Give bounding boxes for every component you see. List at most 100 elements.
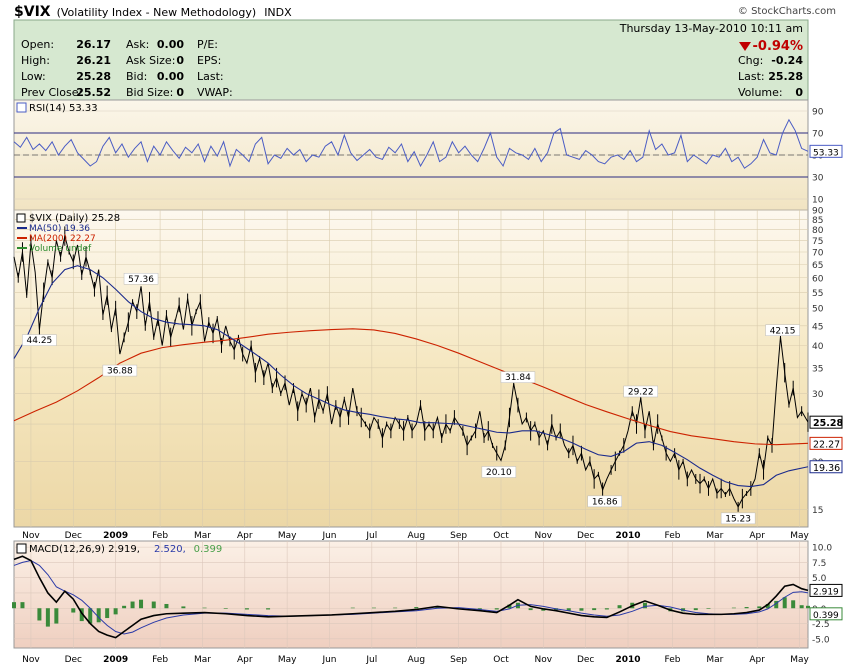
price-annotation: 57.36 [128,275,154,285]
price-annotation: 29.22 [628,387,654,397]
price-value-label: 25.28 [813,418,843,429]
x-tick-label: Feb [665,531,681,541]
x-tick-label: Nov [22,531,40,541]
x-tick-label: Aug [408,655,426,665]
rsi-tick-label: 70 [812,130,824,140]
x-tick-label: Jun [321,531,336,541]
x-tick-label: Apr [237,531,253,541]
x-tick-label: 2009 [103,655,128,665]
quote-label: Last: [197,70,224,83]
macd-histogram-bar [372,608,376,609]
quote-label: Prev Close: [21,86,82,99]
x-tick-label: Sep [450,655,467,665]
quote-label: P/E: [197,38,218,51]
quote-label: Last: [738,70,765,83]
x-tick-label: Feb [152,655,168,665]
price-tick-label: 90 [812,207,824,217]
macd-legend-icon [17,544,26,553]
quote-label: Chg: [738,54,763,67]
macd-histogram-bar [414,607,418,608]
macd-histogram-bar [706,608,710,609]
x-tick-label: May [790,531,809,541]
rsi-tick-label: 10 [812,196,824,206]
price-tick-label: 50 [812,305,824,315]
x-tick-label: Jul [365,655,377,665]
quote-value: -0.24 [771,54,803,67]
quote-label: High: [21,54,50,67]
macd-histogram-bar [757,606,761,608]
quote-label: Ask: [126,38,149,51]
price-legend: MA(50) 19.36 [29,224,90,234]
macd-tick-label: 10.0 [812,544,832,554]
macd-histogram-bar [122,606,126,608]
macd-tick-label: 5.0 [812,574,827,584]
macd-histogram-bar [800,605,804,608]
price-annotation: 20.10 [486,468,512,478]
price-legend: MA(200) 22.27 [29,234,96,244]
quote-value: 25.28 [768,70,803,83]
price-tick-label: 15 [812,506,823,516]
macd-histogram-bar [618,605,622,608]
x-tick-label: Apr [237,655,253,665]
x-tick-label: Dec [577,655,594,665]
x-tick-label: Feb [152,531,168,541]
x-tick-label: May [278,655,297,665]
quote-label: Volume: [738,86,783,99]
macd-histogram-bar [37,608,41,620]
x-tick-label: Feb [665,655,681,665]
price-annotation: 44.25 [27,336,53,346]
quote-value: 0.00 [157,70,184,83]
macd-histogram-bar [114,608,118,614]
macd-histogram-bar [224,608,228,609]
macd-legend: 2.520, [154,544,186,555]
quote-value: 0 [176,54,184,67]
macd-legend: MACD(12,26,9) 2.919, [29,544,140,555]
x-tick-label: Nov [22,655,40,665]
macd-histogram-bar [592,608,596,610]
macd-histogram-bar [351,608,355,609]
macd-histogram-bar [529,608,533,610]
quote-label: Open: [21,38,54,51]
quote-datetime: Thursday 13-May-2010 10:11 am [619,22,803,35]
x-tick-label: May [790,655,809,665]
price-annotation: 31.84 [505,373,531,383]
macd-histogram-bar [745,607,749,608]
price-tick-label: 85 [812,216,823,226]
macd-histogram-bar [245,608,249,609]
macd-value-label: 2.919 [813,587,839,597]
macd-tick-label: 7.5 [812,559,826,569]
quote-label: Bid: [126,70,147,83]
macd-histogram-bar [20,602,24,608]
x-tick-label: Mar [194,655,211,665]
x-tick-label: Dec [577,531,594,541]
x-tick-label: 2010 [615,655,640,665]
macd-histogram-bar [164,604,168,608]
macd-hist-label: 0.399 [813,611,839,621]
quote-value: 0 [795,86,803,99]
quote-value: 0 [176,86,184,99]
x-tick-label: Mar [194,531,211,541]
x-tick-label: Apr [749,655,765,665]
macd-histogram-bar [694,608,698,610]
x-tick-label: Apr [749,531,765,541]
x-tick-label: Aug [408,531,426,541]
macd-histogram-bar [393,608,397,609]
quote-value: 26.17 [76,38,111,51]
price-tick-label: 70 [812,248,824,258]
macd-histogram-bar [806,606,810,608]
quote-label: Bid Size: [126,86,173,99]
x-tick-label: Oct [493,655,509,665]
x-tick-label: 2010 [615,531,640,541]
macd-tick-label: -2.5 [812,620,830,630]
quote-value: 25.28 [76,70,111,83]
price-tick-label: 45 [812,322,823,332]
x-tick-label: Oct [493,531,509,541]
quote-value: 0.00 [157,38,184,51]
price-tick-label: 75 [812,237,823,247]
price-tick-label: 30 [812,390,824,400]
x-tick-label: Mar [706,531,723,541]
x-tick-label: Nov [535,531,553,541]
price-tick-label: 65 [812,261,823,271]
x-tick-label: Jul [365,531,377,541]
